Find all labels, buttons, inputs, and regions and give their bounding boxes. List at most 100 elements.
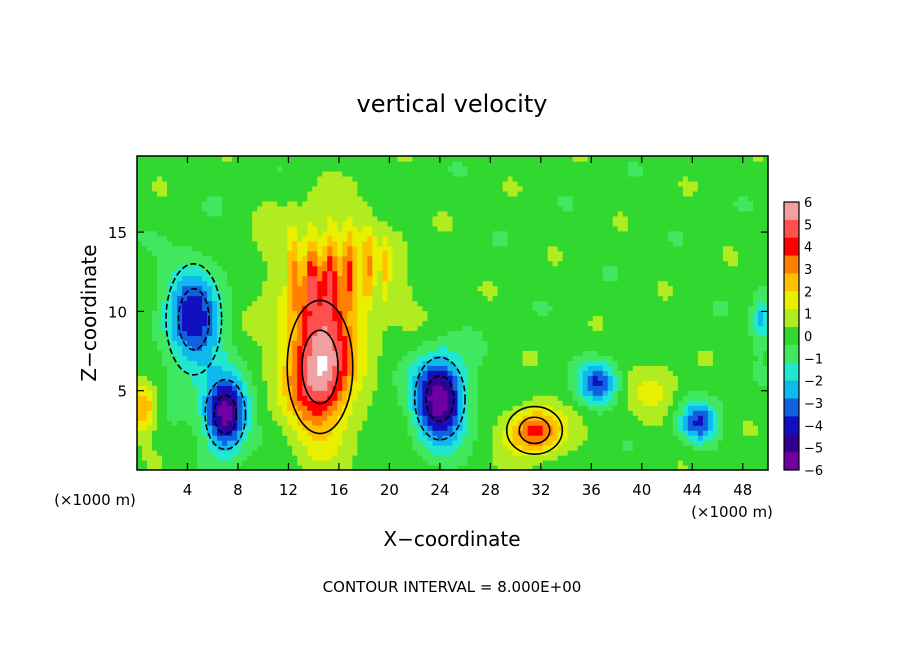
field-cell: [192, 255, 198, 262]
field-cell: [412, 415, 419, 421]
field-cell: [292, 156, 298, 162]
field-cell: [267, 415, 273, 421]
field-cell: [292, 325, 298, 332]
field-cell: [292, 430, 298, 436]
field-cell: [477, 465, 484, 470]
field-cell: [517, 450, 524, 456]
field-cell: [192, 225, 198, 232]
field-cell: [472, 420, 479, 426]
field-cell: [267, 385, 273, 391]
field-cell: [177, 460, 183, 466]
field-cell: [387, 340, 394, 346]
field-cell: [467, 305, 474, 312]
field-cell: [327, 455, 333, 461]
field-cell: [352, 265, 358, 272]
field-cell: [477, 210, 484, 217]
field-cell: [402, 290, 409, 297]
field-cell: [197, 380, 203, 386]
field-cell: [487, 310, 494, 317]
field-cell: [512, 360, 519, 366]
field-cell: [492, 450, 499, 456]
field-cell: [337, 325, 343, 332]
field-cell: [457, 420, 464, 426]
field-cell: [482, 215, 489, 222]
field-cell: [497, 300, 504, 307]
field-cell: [212, 325, 218, 332]
field-cell: [247, 370, 253, 376]
field-cell: [357, 415, 363, 421]
field-cell: [157, 250, 163, 257]
field-cell: [522, 175, 529, 182]
field-cell: [512, 310, 519, 317]
field-cell: [342, 365, 348, 371]
field-cell: [522, 230, 529, 237]
field-cell: [527, 250, 534, 257]
field-cell: [362, 385, 368, 391]
field-cell: [447, 200, 454, 207]
field-cell: [182, 345, 188, 351]
field-cell: [457, 235, 464, 242]
field-cell: [457, 445, 464, 451]
field-cell: [412, 250, 419, 257]
field-cell: [322, 375, 328, 381]
field-cell: [257, 275, 263, 282]
field-cell: [432, 240, 439, 247]
field-cell: [242, 175, 248, 182]
field-cell: [332, 300, 338, 307]
field-cell: [292, 360, 298, 366]
field-cell: [322, 175, 328, 182]
field-cell: [372, 190, 378, 197]
field-cell: [387, 156, 394, 162]
field-cell: [387, 465, 394, 470]
field-cell: [282, 315, 288, 322]
field-cell: [492, 395, 499, 401]
field-cell: [312, 170, 318, 177]
field-cell: [402, 355, 409, 361]
field-cell: [407, 370, 414, 376]
field-cell: [312, 250, 318, 257]
field-cell: [517, 325, 524, 332]
field-cell: [527, 410, 534, 416]
field-cell: [462, 185, 469, 192]
field-cell: [467, 215, 474, 222]
field-cell: [452, 235, 459, 242]
field-cell: [472, 265, 479, 272]
field-cell: [302, 255, 308, 262]
field-cell: [187, 205, 193, 212]
field-cell: [477, 220, 484, 227]
field-cell: [372, 270, 378, 277]
field-cell: [472, 445, 479, 451]
field-cell: [322, 340, 328, 346]
field-cell: [302, 295, 308, 302]
field-cell: [412, 340, 419, 346]
field-cell: [437, 450, 444, 456]
field-cell: [182, 315, 188, 322]
field-cell: [272, 275, 278, 282]
field-cell: [402, 175, 409, 182]
field-cell: [352, 250, 358, 257]
field-cell: [352, 335, 358, 342]
field-cell: [157, 405, 163, 411]
field-cell: [317, 160, 323, 167]
field-cell: [232, 380, 238, 386]
field-cell: [242, 355, 248, 361]
field-cell: [172, 345, 178, 351]
field-cell: [532, 385, 539, 391]
field-cell: [237, 305, 243, 312]
field-cell: [372, 445, 378, 451]
field-cell: [462, 285, 469, 292]
field-cell: [412, 335, 419, 342]
field-cell: [417, 260, 424, 267]
field-cell: [422, 400, 429, 406]
field-cell: [142, 365, 148, 371]
field-cell: [352, 460, 358, 466]
field-cell: [492, 345, 499, 351]
field-cell: [442, 185, 449, 192]
field-cell: [382, 435, 388, 441]
field-cell: [497, 205, 504, 212]
field-cell: [222, 370, 228, 376]
field-cell: [362, 425, 368, 431]
field-cell: [337, 315, 343, 322]
field-cell: [202, 385, 208, 391]
field-cell: [277, 225, 283, 232]
